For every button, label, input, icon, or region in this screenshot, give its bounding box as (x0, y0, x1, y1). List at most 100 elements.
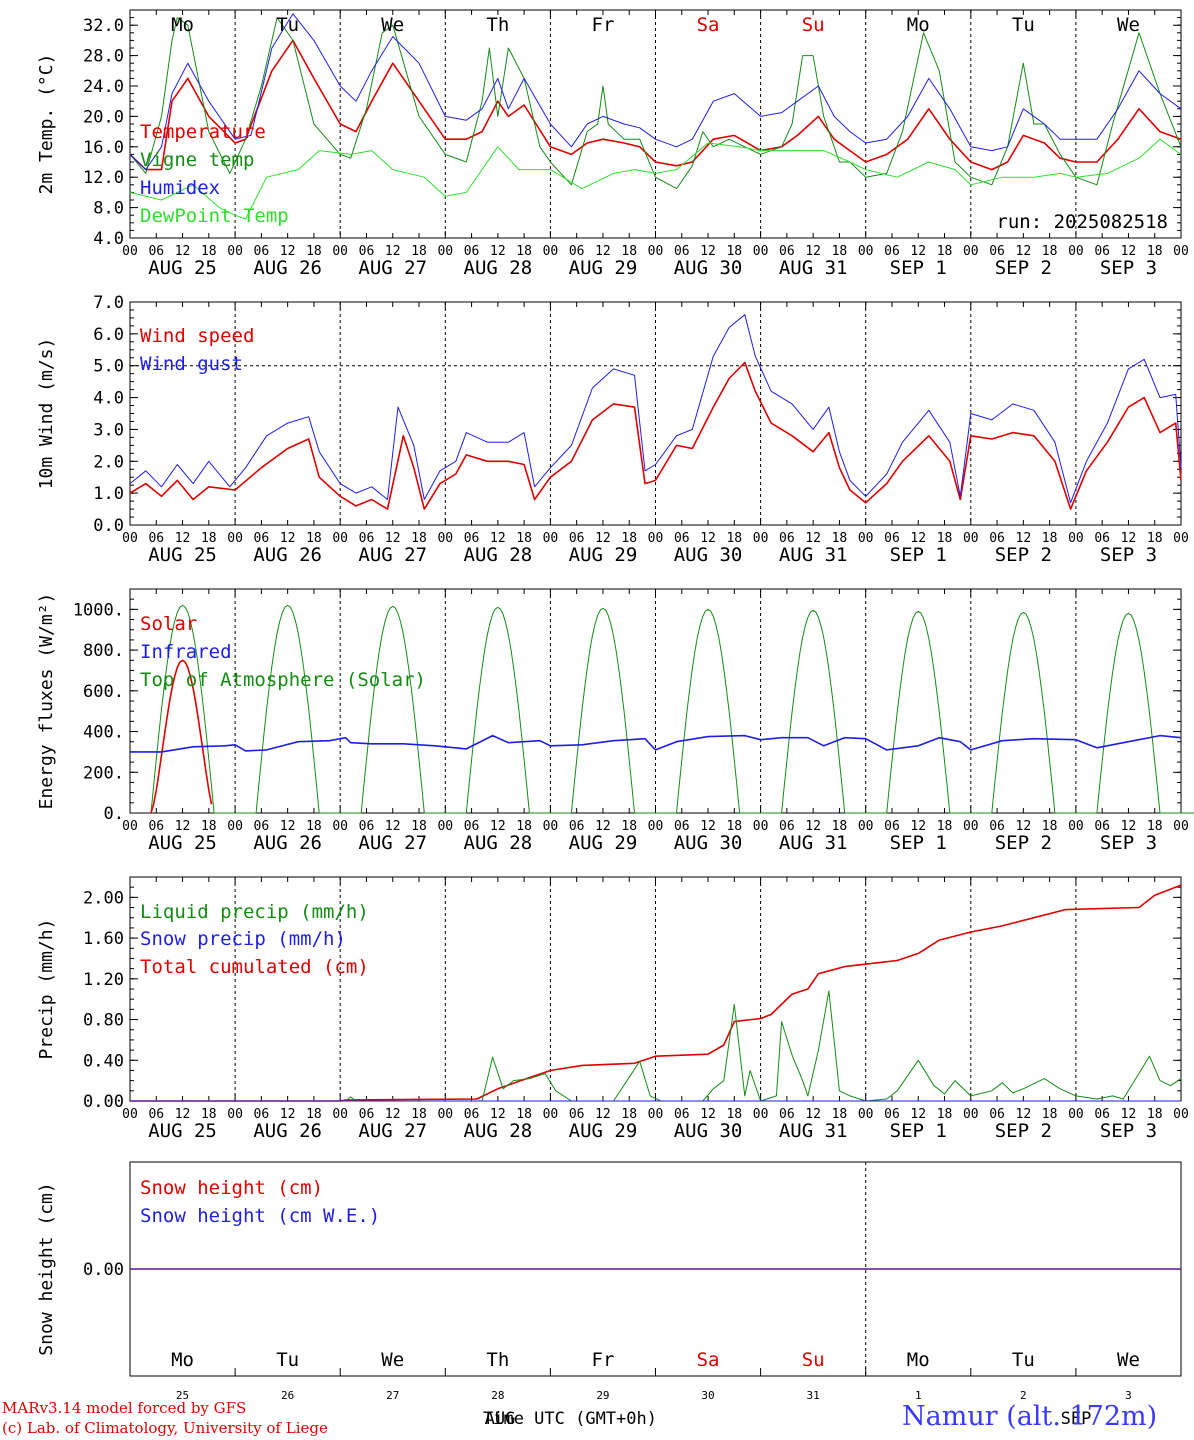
hour-label: 12 (805, 531, 821, 546)
hour-label: 06 (1094, 244, 1110, 259)
series-wind-speed (129, 361, 1182, 510)
legend-item: Solar (140, 613, 197, 635)
hour-label: 06 (464, 531, 480, 546)
hour-label: 18 (306, 244, 322, 259)
run-label: run: 2025082518 (996, 211, 1168, 233)
legend-item: Snow height (cm W.E.) (140, 1205, 380, 1227)
hour-label: 12 (490, 531, 506, 546)
month-label: SEP (1061, 1409, 1092, 1429)
hour-label: 00 (227, 1107, 243, 1122)
hour-label: 18 (201, 531, 217, 546)
y-tick-label: 20.0 (83, 107, 124, 127)
hour-label: 06 (569, 819, 585, 834)
hour-label: 18 (832, 244, 848, 259)
y-tick-label: 0. (104, 804, 124, 824)
hour-label: 12 (490, 819, 506, 834)
date-label: AUG 31 (779, 544, 848, 566)
hour-label: 18 (726, 244, 742, 259)
hour-label: 06 (464, 1107, 480, 1122)
hour-label: 18 (1042, 244, 1058, 259)
hour-label: 18 (726, 531, 742, 546)
hour-label: 00 (122, 819, 138, 834)
hour-label: 06 (148, 819, 164, 834)
hour-label: 18 (726, 819, 742, 834)
hour-label: 18 (621, 244, 637, 259)
hour-label: 00 (858, 1107, 874, 1122)
hour-label: 12 (175, 244, 191, 259)
hour-label: 00 (648, 1107, 664, 1122)
hour-label: 18 (1042, 1107, 1058, 1122)
hour-label: 18 (306, 531, 322, 546)
hour-label: 18 (832, 531, 848, 546)
weekday-label: Fr (592, 1349, 615, 1371)
hour-label: 06 (569, 531, 585, 546)
date-label: AUG 28 (464, 832, 533, 854)
y-tick-label: 1.60 (83, 929, 124, 949)
legend-item: Humidex (140, 177, 220, 199)
hour-label: 18 (726, 1107, 742, 1122)
hour-label: 06 (1094, 1107, 1110, 1122)
hour-label: 00 (648, 531, 664, 546)
hour-label: 12 (910, 244, 926, 259)
hour-label: 00 (753, 1107, 769, 1122)
hour-label: 00 (963, 1107, 979, 1122)
weekday-label: Su (802, 1349, 825, 1371)
series-dewpoint-temp (129, 138, 1182, 220)
day-number: 26 (281, 1389, 294, 1402)
legend-item: DewPoint Temp (140, 205, 289, 227)
hour-label: 00 (227, 244, 243, 259)
y-tick-label: 5.0 (93, 357, 124, 377)
hour-label: 12 (1121, 244, 1137, 259)
y-tick-label: 0.80 (83, 1011, 124, 1031)
y-tick-label: 28.0 (83, 47, 124, 67)
hour-label: 12 (385, 531, 401, 546)
day-number: 3 (1125, 1389, 1132, 1402)
date-label: AUG 26 (253, 257, 322, 279)
hour-label: 12 (805, 1107, 821, 1122)
date-label: SEP 1 (890, 544, 947, 566)
hour-label: 18 (411, 244, 427, 259)
date-label: AUG 25 (148, 544, 217, 566)
y-tick-label: 1.0 (93, 484, 124, 504)
hour-label: 18 (1147, 531, 1163, 546)
hour-label: 18 (411, 1107, 427, 1122)
y-tick-label: 0.00 (83, 1092, 124, 1112)
hour-label: 18 (1147, 1107, 1163, 1122)
hour-label: 12 (805, 244, 821, 259)
y-tick-label: 4.0 (93, 229, 124, 249)
day-number: 27 (386, 1389, 399, 1402)
weekday-label: Sa (697, 14, 720, 36)
hour-label: 12 (175, 819, 191, 834)
hour-label: 18 (1147, 819, 1163, 834)
y-tick-label: 2.0 (93, 452, 124, 472)
hour-label: 00 (1068, 531, 1084, 546)
hour-label: 00 (648, 244, 664, 259)
hour-label: 18 (306, 819, 322, 834)
hour-label: 06 (884, 531, 900, 546)
hour-label: 00 (122, 1107, 138, 1122)
hour-label: 12 (595, 819, 611, 834)
hour-label: 00 (437, 531, 453, 546)
weekday-label: Tu (1012, 14, 1035, 36)
hour-label: 18 (1147, 244, 1163, 259)
y-axis-title: Precip (mm/h) (36, 919, 57, 1060)
hour-label: 00 (1173, 819, 1189, 834)
weekday-label: Tu (1012, 1349, 1035, 1371)
hour-label: 06 (674, 531, 690, 546)
hour-label: 18 (621, 819, 637, 834)
hour-label: 12 (385, 1107, 401, 1122)
date-label: SEP 3 (1100, 544, 1157, 566)
hour-label: 18 (832, 1107, 848, 1122)
hour-label: 06 (1094, 819, 1110, 834)
hour-label: 12 (595, 531, 611, 546)
hour-label: 06 (884, 1107, 900, 1122)
hour-label: 18 (516, 531, 532, 546)
hour-label: 18 (621, 1107, 637, 1122)
hour-label: 06 (779, 531, 795, 546)
series-liquid-precip-mm-h- (130, 990, 1182, 1102)
date-label: AUG 28 (464, 1120, 533, 1142)
hour-label: 00 (963, 531, 979, 546)
hour-label: 18 (937, 244, 953, 259)
series-solar (150, 659, 213, 814)
